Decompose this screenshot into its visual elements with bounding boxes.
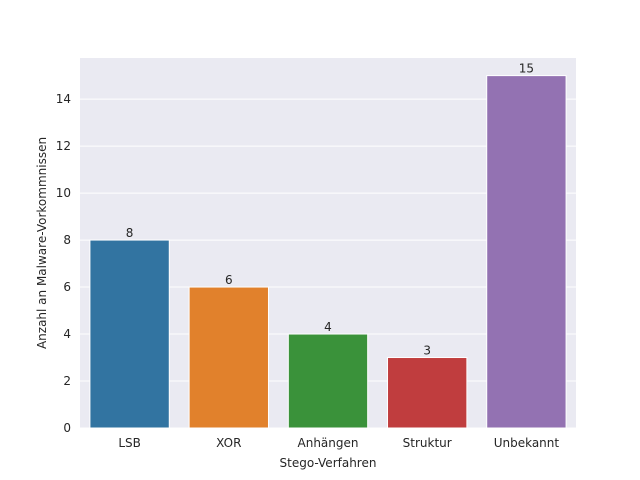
- y-tick-label: 2: [63, 374, 71, 388]
- y-tick-label: 4: [63, 327, 71, 341]
- y-tick-label: 0: [63, 421, 71, 435]
- y-tick-labels: 0 2 4 6 8 10 12 14: [56, 92, 71, 435]
- bar-anhängen: [287, 333, 369, 429]
- data-label-unbekannt: 15: [519, 62, 534, 76]
- bars: [89, 75, 567, 429]
- x-tick-labels: LSB XOR Anhängen Struktur Unbekannt: [118, 436, 559, 450]
- x-tick-label-lsb: LSB: [118, 436, 141, 450]
- bar-struktur: [387, 357, 468, 429]
- x-tick-label-anhängen: Anhängen: [298, 436, 359, 450]
- y-tick-label: 14: [56, 92, 71, 106]
- y-tick-label: 8: [63, 233, 71, 247]
- data-label-lsb: 8: [126, 226, 134, 240]
- x-axis-label: Stego-Verfahren: [280, 456, 377, 470]
- bar-lsb: [89, 239, 170, 429]
- bar-xor: [188, 286, 269, 429]
- data-labels: 8 6 4 3 15: [126, 62, 534, 358]
- y-tick-label: 6: [63, 280, 71, 294]
- data-label-xor: 6: [225, 273, 233, 287]
- data-label-anhängen: 4: [324, 320, 332, 334]
- x-tick-label-unbekannt: Unbekannt: [494, 436, 560, 450]
- bar-unbekannt: [486, 75, 567, 429]
- y-tick-label: 10: [56, 186, 71, 200]
- y-axis-label: Anzahl an Malware-Vorkommnissen: [35, 137, 49, 349]
- y-tick-label: 12: [56, 139, 71, 153]
- x-tick-label-struktur: Struktur: [403, 436, 452, 450]
- data-label-struktur: 3: [423, 344, 431, 358]
- x-tick-label-xor: XOR: [216, 436, 241, 450]
